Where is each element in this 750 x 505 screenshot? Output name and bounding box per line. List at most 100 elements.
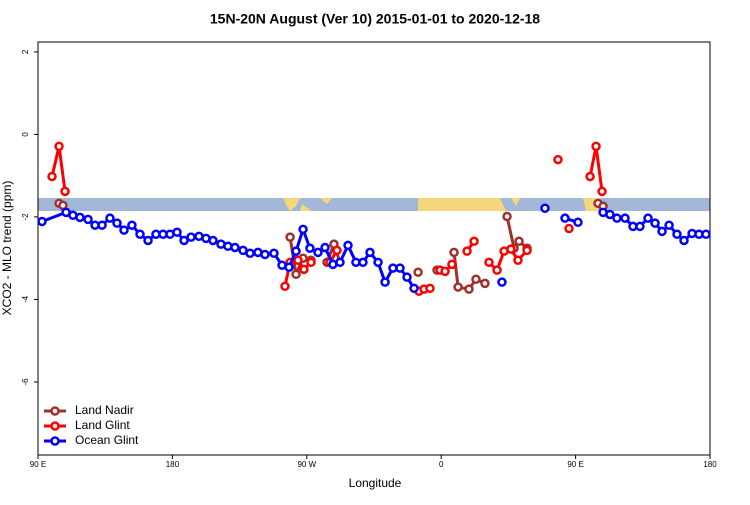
x-axis-label: Longitude	[349, 476, 402, 490]
data-point	[305, 243, 315, 254]
data-point	[657, 226, 667, 237]
y-tick-label: -2	[21, 213, 30, 221]
data-point	[620, 213, 630, 223]
data-point	[97, 220, 107, 230]
data-point	[335, 257, 345, 268]
data-point	[413, 267, 423, 277]
ocean-band	[38, 198, 710, 211]
data-point	[291, 246, 301, 256]
data-point	[650, 218, 660, 228]
data-point	[540, 203, 550, 214]
data-point	[47, 171, 57, 182]
x-tick-label: 180	[703, 460, 717, 469]
data-point	[186, 232, 196, 242]
legend-label: Ocean Glint	[75, 433, 139, 447]
data-point	[365, 247, 375, 258]
data-point	[591, 141, 601, 152]
data-point	[564, 223, 574, 234]
data-point	[440, 266, 450, 277]
data-point	[395, 263, 405, 273]
data-point	[635, 221, 645, 232]
y-tick-label: 2	[21, 49, 30, 54]
data-point	[112, 218, 122, 228]
data-point	[513, 255, 523, 266]
data-point	[54, 141, 64, 152]
land-patch	[283, 198, 300, 211]
data-point	[143, 235, 153, 246]
data-point	[320, 242, 330, 253]
data-point	[469, 236, 479, 247]
data-point	[506, 244, 516, 254]
land-patch	[418, 198, 506, 211]
data-point	[701, 229, 711, 240]
data-point	[172, 227, 182, 237]
data-point	[605, 209, 615, 220]
land-mask-band	[38, 198, 710, 211]
data-point	[453, 282, 463, 292]
data-point	[260, 249, 270, 260]
data-point	[135, 229, 145, 240]
x-tick-label: 0	[439, 460, 444, 469]
data-point	[298, 224, 308, 235]
data-point	[230, 242, 240, 253]
x-tick-label: 90 E	[567, 460, 583, 469]
land-patch	[511, 198, 520, 206]
data-point	[464, 284, 474, 294]
data-point	[553, 154, 563, 165]
data-point	[585, 171, 595, 182]
data-point	[306, 257, 316, 268]
data-point	[409, 283, 419, 294]
data-point	[402, 272, 412, 282]
data-point	[373, 257, 383, 268]
data-point	[343, 240, 353, 251]
data-point	[60, 186, 70, 197]
data-point	[425, 283, 435, 294]
legend-label: Land Glint	[75, 418, 130, 432]
data-point	[293, 255, 303, 266]
data-point	[380, 277, 390, 287]
legend-label: Land Nadir	[75, 403, 134, 417]
plot-frame	[37, 41, 711, 456]
data-point	[127, 220, 137, 230]
series-line	[50, 146, 604, 293]
data-point	[612, 213, 622, 223]
data-point	[119, 225, 129, 235]
land-patch	[320, 198, 332, 204]
data-point	[643, 213, 653, 223]
data-point	[471, 274, 481, 284]
data-point	[522, 245, 532, 256]
data-point	[497, 277, 507, 287]
x-tick-label: 90 W	[297, 460, 316, 469]
x-tick-label: 90 E	[30, 460, 46, 469]
chart-title: 15N-20N August (Ver 10) 2015-01-01 to 20…	[210, 11, 540, 27]
data-point	[332, 245, 342, 256]
data-point	[179, 235, 189, 246]
legend-marker	[50, 421, 60, 431]
data-point	[597, 186, 607, 197]
y-tick-label: -4	[21, 295, 30, 303]
data-point	[560, 213, 570, 223]
data-point	[291, 269, 301, 280]
data-point	[462, 246, 472, 256]
data-point	[299, 264, 309, 275]
data-point	[105, 213, 115, 223]
data-point	[672, 229, 682, 240]
data-point	[514, 236, 524, 247]
data-point	[83, 214, 93, 225]
land-patch	[300, 204, 312, 211]
y-tick-label: 0	[21, 132, 30, 137]
y-axis-label: XCO2 - MLO trend (ppm)	[0, 181, 14, 316]
legend-marker	[50, 436, 60, 446]
data-point	[492, 265, 502, 275]
legend-marker	[50, 406, 60, 416]
data-point	[37, 216, 47, 227]
data-point	[679, 235, 689, 246]
x-tick-label: 180	[166, 460, 180, 469]
data-point	[502, 211, 512, 222]
data-point	[358, 257, 368, 268]
data-point	[208, 235, 218, 246]
data-point	[245, 248, 255, 258]
data-point	[313, 247, 323, 258]
data-point	[269, 248, 279, 258]
